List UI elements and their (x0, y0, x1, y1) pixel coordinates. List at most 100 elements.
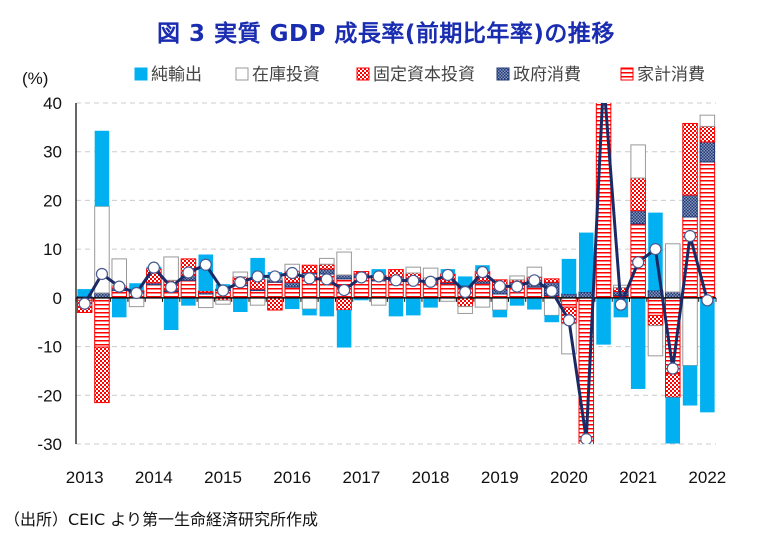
gdp-point (407, 274, 420, 287)
gdp-point (320, 273, 333, 286)
bar-hh (440, 283, 456, 299)
bar-hh (267, 281, 283, 299)
bar-nx (163, 297, 179, 331)
bar-inv (457, 306, 473, 314)
x-tick-label: 2016 (273, 468, 311, 487)
gdp-point (147, 261, 160, 274)
x-tick-label: 2014 (135, 468, 173, 487)
bar-nx (682, 365, 698, 406)
x-tick-label: 2017 (342, 468, 380, 487)
bar-fix (682, 122, 698, 196)
bar-inv (336, 251, 352, 276)
bar-fix (301, 264, 318, 274)
bar-hh (474, 282, 491, 299)
legend-swatch-hh (620, 67, 634, 81)
bar-inv (301, 297, 318, 310)
bar-nx (233, 297, 248, 312)
x-tick-label: 2020 (550, 468, 588, 487)
x-tick-label: 2013 (66, 468, 104, 487)
gdp-point (251, 270, 264, 283)
gdp-point (95, 267, 109, 281)
bar-fix (94, 346, 110, 404)
gdp-point (199, 258, 212, 271)
bar-fix (457, 297, 473, 308)
bar-hh (526, 286, 543, 299)
bar-inv (492, 297, 508, 311)
gdp-point (303, 272, 316, 285)
bar-hh (94, 297, 110, 348)
bar-fix (319, 263, 335, 270)
y-tick-label: -10 (37, 338, 62, 357)
gdp-point (130, 286, 143, 300)
legend-label: 固定資本投資 (373, 65, 475, 85)
bar-inv (249, 297, 266, 306)
gdp-point (701, 294, 714, 307)
bar-nx (302, 309, 317, 316)
x-tick-label: 2018 (412, 468, 450, 487)
bar-nx (544, 315, 559, 323)
x-tick-label: 2015 (204, 468, 242, 487)
x-tick-label: 2021 (619, 468, 657, 487)
gdp-point (666, 362, 679, 375)
bar-nx (181, 297, 196, 306)
bar-gov (682, 194, 698, 218)
bar-inv (647, 325, 664, 357)
bar-fix (543, 278, 560, 283)
gdp-point (580, 433, 593, 444)
y-tick-label: 0 (53, 289, 62, 308)
bar-nx (284, 297, 300, 310)
gdp-point (476, 265, 489, 279)
legend-swatch-fix (356, 67, 370, 81)
bar-fix (630, 177, 646, 212)
bar-fix (699, 125, 716, 143)
bar-inv (630, 144, 646, 179)
bar-inv (128, 297, 145, 308)
gdp-point (614, 298, 627, 311)
gdp-point (165, 281, 178, 294)
gdp-point (338, 283, 351, 297)
bar-inv (215, 299, 231, 305)
legend-swatch-gov (496, 67, 510, 81)
gdp-point (441, 268, 454, 282)
bar-nx (457, 276, 473, 286)
bar-gov (596, 63, 611, 64)
gdp-point (286, 266, 299, 280)
bar-hh (180, 279, 197, 299)
bar-gov (630, 210, 646, 225)
bar-nx (700, 297, 715, 413)
bar-inv (474, 297, 491, 308)
bar-fix (336, 297, 352, 311)
bar-fix (267, 297, 283, 311)
gdp-point (355, 271, 368, 284)
bar-hh (249, 290, 266, 299)
gdp-point (510, 280, 524, 293)
bar-fix (647, 314, 664, 327)
gdp-point (372, 270, 385, 283)
gdp-point (234, 276, 247, 289)
bar-nx (77, 289, 92, 297)
bar-nx (423, 297, 438, 308)
legend-swatch-inv (235, 67, 249, 81)
bar-nx (354, 297, 369, 301)
bar-inv (405, 266, 422, 274)
x-tick-label: 2022 (688, 468, 726, 487)
gdp-point (216, 284, 230, 297)
bar-hh (284, 286, 300, 299)
legend-swatch-nx (134, 67, 148, 81)
bar-nx (665, 397, 681, 444)
gdp-point (182, 266, 195, 279)
y-tick-label: 30 (43, 143, 62, 162)
bar-nx (527, 297, 542, 310)
bar-hh (146, 284, 162, 299)
legend-label: 政府消費 (513, 65, 581, 85)
bar-nx (561, 258, 577, 294)
gdp-point (459, 285, 472, 299)
bar-nx (579, 232, 594, 293)
bar-fix (664, 373, 681, 398)
y-tick-label: 20 (43, 191, 62, 210)
bar-nx (630, 297, 646, 389)
gdp-point (632, 256, 645, 269)
gdp-point (562, 314, 576, 327)
bar-fix (197, 290, 214, 293)
